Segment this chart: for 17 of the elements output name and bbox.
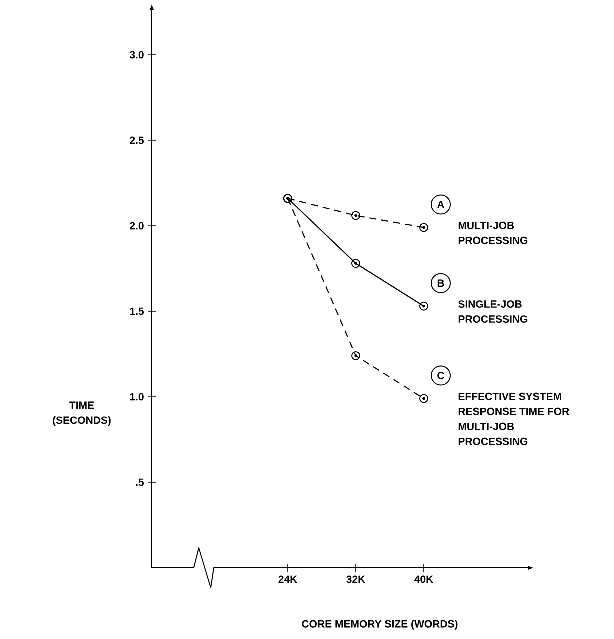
- x-tick-label: 24K: [278, 576, 298, 584]
- annotation: EFFECTIVE SYSTEM RESPONSE TIME FOR MULTI-JOB PROCESSING: [458, 392, 570, 446]
- y-tick-label: 2.5: [130, 136, 144, 144]
- series-label: A: [437, 201, 444, 208]
- y-tick-label: 3.0: [130, 51, 144, 59]
- y-tick-label: 1.5: [130, 308, 144, 316]
- y-tick-label: 1.0: [130, 393, 144, 401]
- x-axis-title: CORE MEMORY SIZE (WORDS): [302, 620, 458, 630]
- y-tick-label: .5: [136, 478, 144, 486]
- annotation: MULTI-JOB PROCESSING: [458, 222, 528, 244]
- x-tick-label: 40K: [414, 576, 434, 584]
- y-tick-label: 2.0: [130, 222, 144, 230]
- annotation: SINGLE-JOB PROCESSING: [458, 300, 528, 324]
- text: B: [438, 280, 444, 287]
- series-label: C: [438, 372, 444, 380]
- x-tick-label: 32K: [346, 576, 366, 584]
- y-axis-title: TIME (SECONDS): [53, 402, 111, 426]
